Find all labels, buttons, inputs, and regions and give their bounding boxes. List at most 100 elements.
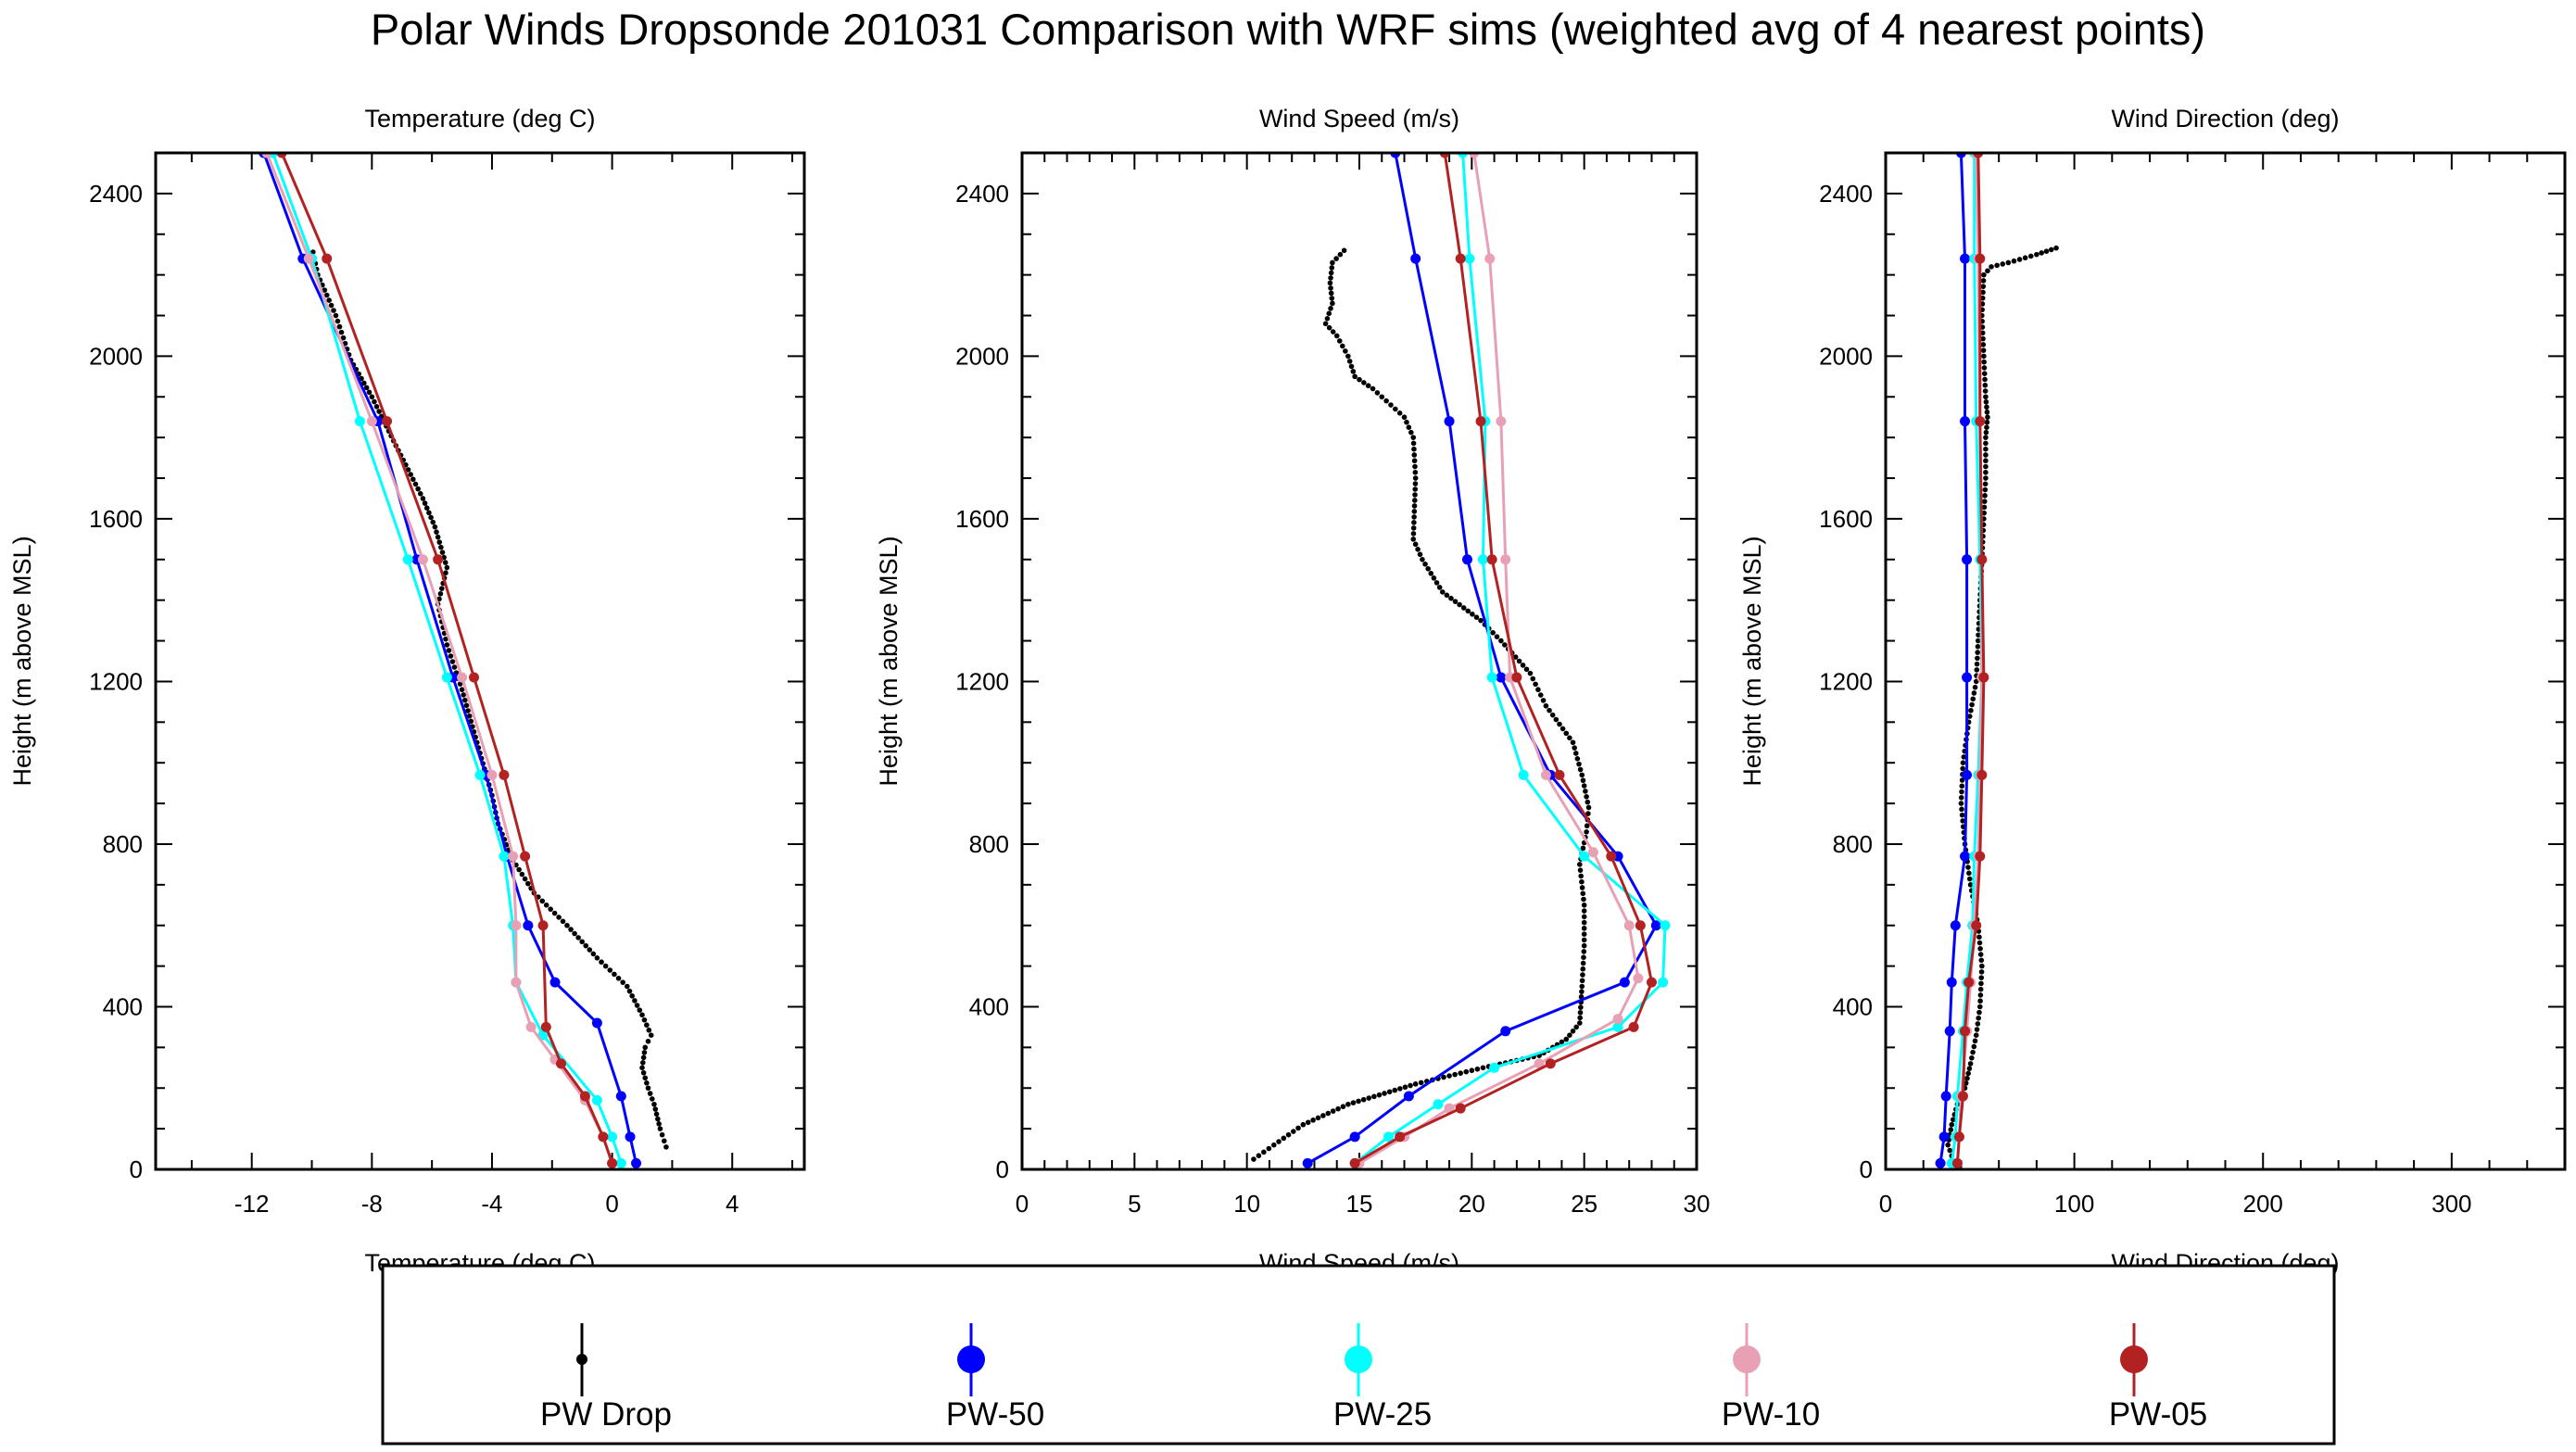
drop-point [1983,429,1989,436]
drop-point [331,308,336,313]
series-point-pw-25 [1486,672,1497,683]
drop-point [1983,435,1989,440]
drop-point [2043,248,2050,254]
series-point-pw-25 [441,672,452,683]
drop-point [338,329,345,335]
drop-point [1411,458,1418,464]
drop-point [436,596,442,602]
drop-point [1981,504,1988,511]
series-line-pw-05 [1354,153,1654,1165]
drop-point [1981,371,1988,377]
drop-point [1448,595,1454,601]
drop-point [448,653,454,659]
drop-point [408,472,413,477]
drop-point [1527,670,1534,676]
x-tick-label: -8 [361,1190,383,1218]
drop-point [1256,1153,1262,1158]
drop-point [1580,890,1586,897]
drop-point [451,664,458,670]
drop-point [1581,949,1587,954]
drop-point [1365,383,1371,389]
y-tick-label: 1600 [955,505,1009,533]
plot-frame [1020,151,1698,1171]
drop-point [1325,1110,1332,1117]
drop-point [1979,330,1986,336]
drop-point [322,287,328,293]
series-point-pw-50 [1960,851,1971,862]
drop-point [426,510,432,516]
drop-point [1579,772,1585,778]
drop-point [1276,1139,1282,1144]
drop-point [1436,585,1443,590]
series-point-pw-50 [1349,1131,1360,1143]
drop-point [1578,1004,1584,1010]
drop-point [624,983,630,990]
drop-point [644,1080,650,1086]
series-point-pw-05 [1975,253,1986,264]
drop-point [1967,882,1974,888]
drop-point [1393,406,1398,412]
series-pw-drop [310,249,669,1150]
drop-point [1974,667,1980,673]
drop-point [1982,376,1988,383]
drop-point [1371,1093,1377,1100]
panel-1: Temperature (deg C)Temperature (deg C)He… [8,105,806,1277]
series-point-pw-50 [1619,977,1630,988]
drop-point [645,1038,651,1044]
drop-point [1559,1039,1565,1045]
drop-point [1516,658,1522,664]
drop-point [656,1121,662,1127]
drop-point [641,1050,648,1055]
drop-point [1984,404,1989,410]
drop-point [1945,1142,1951,1148]
drop-point [1356,1098,1361,1105]
drop-point [2022,255,2028,261]
drop-point [1418,1080,1424,1086]
drop-point [1983,452,1989,458]
drop-point [1585,811,1591,816]
drop-point [640,1069,647,1076]
drop-point [1345,353,1351,360]
series-group [1251,153,1671,1168]
y-tick-label: 2000 [955,342,1009,370]
drop-point [639,1065,645,1071]
drop-point [1412,541,1419,548]
series-point-pw-50 [1960,416,1971,427]
y-tick-label: 2000 [1819,342,1873,370]
drop-point [1502,642,1508,648]
drop-point [1431,575,1437,581]
drop-point [465,708,471,713]
drop-point [1979,295,1986,301]
legend-marker [957,1345,985,1373]
drop-point [590,951,597,957]
drop-point [1374,390,1381,396]
drop-point [607,967,613,973]
drop-point [1975,655,1980,662]
drop-point [1537,692,1544,698]
drop-point [1947,1147,1953,1154]
series-point-pw-25 [1489,1062,1500,1073]
drop-point [1346,359,1353,364]
drop-point [1411,452,1418,458]
drop-point [1474,1066,1481,1072]
drop-point [328,302,335,309]
drop-point [1983,463,1989,470]
series-point-pw-05 [598,1131,609,1143]
series-point-pw-25 [499,851,510,862]
drop-point [1567,735,1572,741]
drop-point [1411,514,1417,520]
drop-point [1567,1032,1572,1038]
series-point-pw-50 [591,1017,602,1029]
series-point-pw-10 [1500,554,1511,565]
drop-point [1581,896,1586,903]
series-point-pw-50 [615,1091,626,1102]
series-point-pw-10 [508,851,519,862]
drop-point [655,1116,661,1122]
series-point-pw-25 [615,1157,626,1168]
drop-point [1366,1095,1372,1101]
series-point-pw-50 [1940,1091,1951,1102]
drop-point [1982,382,1989,388]
chart-panels: Temperature (deg C)Temperature (deg C)He… [8,105,2567,1277]
drop-point [1574,756,1581,762]
drop-point [1975,644,1981,650]
